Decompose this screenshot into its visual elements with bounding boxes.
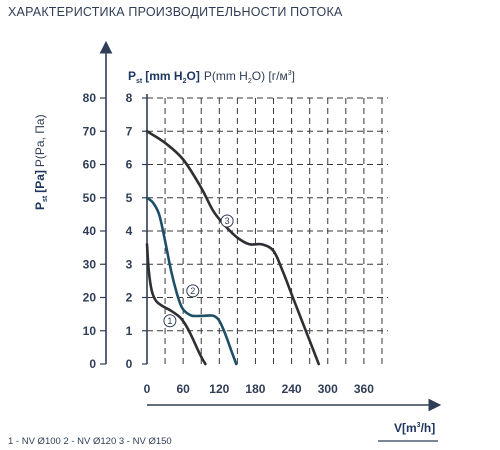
legend: 1 - NV Ø100 2 - NV Ø120 3 - NV Ø150 — [8, 436, 172, 447]
axes — [99, 40, 442, 442]
y-label-mm-alt-sub: 2 — [248, 78, 252, 85]
y-label-mm-alt-end: O) [г/м — [252, 69, 288, 83]
y-axis-label-pa: Pst [Pa] P(Pa, Па) — [33, 114, 49, 210]
y-tick-label-pa: 20 — [83, 291, 97, 305]
y-tick-label-pa: 60 — [83, 158, 97, 172]
x-label-end: /h] — [421, 421, 436, 435]
y-tick-label-mm: 8 — [126, 91, 133, 105]
y-label-pa-p: P — [33, 202, 47, 210]
x-tick-label: 240 — [282, 382, 302, 396]
y-tick-label-pa: 50 — [83, 191, 97, 205]
y-label-mm-alt-sup: 3 — [288, 70, 292, 77]
x-axis-label: V[m3/h] — [394, 421, 435, 435]
grid — [147, 97, 388, 364]
series-line-1 — [145, 243, 207, 366]
curve-label-circle — [186, 284, 200, 298]
curve-label-1: 1 — [167, 316, 172, 326]
y-tick-label-mm: 6 — [126, 158, 133, 172]
y-label-mm-alt: P(mm H — [204, 69, 248, 83]
y-label-mm-alt-close: ] — [292, 69, 295, 83]
y-tick-label-mm: 0 — [126, 357, 133, 371]
y-tick-label-mm: 2 — [126, 291, 133, 305]
y-tick-label-pa: 10 — [83, 324, 97, 338]
x-tick-label: 300 — [318, 382, 338, 396]
y-label-pa-alt: P(Pa, Па) — [33, 114, 47, 167]
series-line-3 — [145, 130, 320, 366]
y-label-mm-p: P — [128, 69, 136, 83]
y-label-mm-unit-sub: 2 — [183, 78, 187, 85]
y-label-mm-sub: st — [136, 78, 143, 85]
x-label-main: V[m — [394, 421, 417, 435]
y-label-pa-sub: st — [42, 195, 49, 202]
curve-label-3: 3 — [225, 216, 230, 226]
curve-label-2: 2 — [190, 286, 195, 296]
x-tick-label: 60 — [176, 382, 190, 396]
y-label-pa-unit: [Pa] — [33, 170, 47, 193]
curve-label-circle — [163, 314, 177, 328]
x-label-sup: 3 — [417, 422, 421, 429]
y-tick-label-pa: 80 — [83, 91, 97, 105]
y-tick-label-pa: 70 — [83, 124, 97, 138]
x-tick-label: 180 — [245, 382, 265, 396]
y-axis-label-mm: Pst [mm H2O] P(mm H2O) [г/м3] — [128, 69, 295, 85]
page-title: ХАРАКТЕРИСТИКА ПРОИЗВОДИТЕЛЬНОСТИ ПОТОКА — [8, 5, 343, 19]
y-label-mm-unit: [mm H — [145, 69, 182, 83]
curve-label-circle — [220, 214, 234, 228]
x-tick-label: 360 — [354, 382, 374, 396]
y-tick-label-mm: 7 — [126, 124, 133, 138]
x-tick-label: 0 — [144, 382, 151, 396]
y-tick-label-mm: 4 — [126, 224, 133, 238]
y-tick-label-pa: 0 — [89, 357, 96, 371]
y-tick-label-pa: 40 — [83, 224, 97, 238]
curve-labels: 1 2 3 — [163, 214, 234, 328]
y-tick-label-mm: 5 — [126, 191, 133, 205]
x-tick-label: 120 — [209, 382, 229, 396]
y-tick-label-mm: 3 — [126, 257, 133, 271]
series — [145, 130, 320, 366]
y-tick-label-pa: 30 — [83, 257, 97, 271]
y-label-mm-unit-end: O] — [187, 69, 200, 83]
y-tick-label-mm: 1 — [126, 324, 133, 338]
series-line-2 — [145, 196, 238, 366]
